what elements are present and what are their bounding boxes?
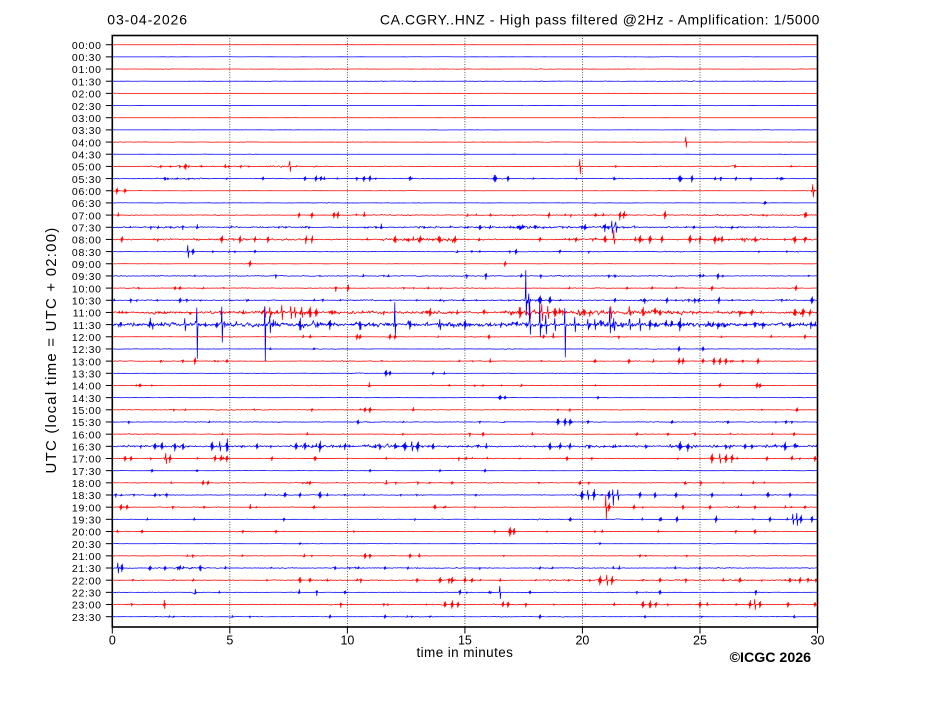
svg-text:5: 5 [226,634,233,648]
svg-text:02:00: 02:00 [72,89,102,101]
svg-text:05:30: 05:30 [72,174,102,186]
svg-text:09:00: 09:00 [72,259,102,271]
svg-text:03:30: 03:30 [72,125,102,137]
svg-text:time in minutes: time in minutes [417,645,514,660]
svg-text:UTC (local time = UTC + 02:00): UTC (local time = UTC + 02:00) [43,227,60,474]
svg-text:05:00: 05:00 [72,162,102,174]
svg-text:17:00: 17:00 [72,454,102,466]
svg-text:02:30: 02:30 [72,101,102,113]
svg-text:00:00: 00:00 [72,40,102,52]
svg-text:09:30: 09:30 [72,271,102,283]
svg-text:11:30: 11:30 [73,320,102,332]
svg-text:16:30: 16:30 [72,442,102,454]
svg-text:15: 15 [458,634,472,648]
svg-text:©ICGC 2026: ©ICGC 2026 [730,650,812,666]
svg-text:CA.CGRY..HNZ - High pass filte: CA.CGRY..HNZ - High pass filtered @2Hz -… [380,11,820,27]
svg-text:22:30: 22:30 [72,588,102,600]
svg-text:20:30: 20:30 [72,539,102,551]
svg-text:08:30: 08:30 [72,247,102,259]
svg-text:16:00: 16:00 [72,429,102,441]
svg-text:10: 10 [340,634,354,648]
svg-text:12:00: 12:00 [72,332,102,344]
svg-text:25: 25 [693,634,707,648]
svg-text:19:30: 19:30 [72,515,102,527]
svg-text:0: 0 [109,634,116,648]
svg-text:01:00: 01:00 [72,64,102,76]
svg-text:23:30: 23:30 [72,612,102,624]
svg-text:10:30: 10:30 [72,295,102,307]
svg-text:03-04-2026: 03-04-2026 [107,11,188,27]
svg-text:01:30: 01:30 [72,76,102,88]
svg-text:21:00: 21:00 [72,551,102,563]
svg-text:14:00: 14:00 [72,381,102,393]
svg-text:08:00: 08:00 [72,235,102,247]
svg-text:18:30: 18:30 [72,490,102,502]
svg-text:07:00: 07:00 [72,210,102,222]
svg-text:20:00: 20:00 [72,527,102,539]
svg-text:07:30: 07:30 [72,222,102,234]
svg-text:06:00: 06:00 [72,186,102,198]
svg-text:22:00: 22:00 [72,575,102,587]
svg-text:10:00: 10:00 [72,283,102,295]
svg-text:23:00: 23:00 [72,600,102,612]
svg-text:12:30: 12:30 [72,344,102,356]
svg-text:13:30: 13:30 [72,368,102,380]
svg-text:18:00: 18:00 [72,478,102,490]
svg-text:11:00: 11:00 [73,308,102,320]
svg-text:13:00: 13:00 [72,356,102,368]
svg-text:15:00: 15:00 [72,405,102,417]
svg-text:15:30: 15:30 [72,417,102,429]
svg-text:30: 30 [811,634,825,648]
svg-text:20: 20 [575,634,589,648]
svg-text:19:00: 19:00 [72,502,102,514]
svg-text:06:30: 06:30 [72,198,102,210]
svg-text:04:30: 04:30 [72,149,102,161]
svg-text:04:00: 04:00 [72,137,102,149]
svg-text:14:30: 14:30 [72,393,102,405]
svg-text:00:30: 00:30 [72,52,102,64]
svg-text:17:30: 17:30 [72,466,102,478]
svg-text:21:30: 21:30 [72,563,102,575]
svg-text:03:00: 03:00 [72,113,102,125]
